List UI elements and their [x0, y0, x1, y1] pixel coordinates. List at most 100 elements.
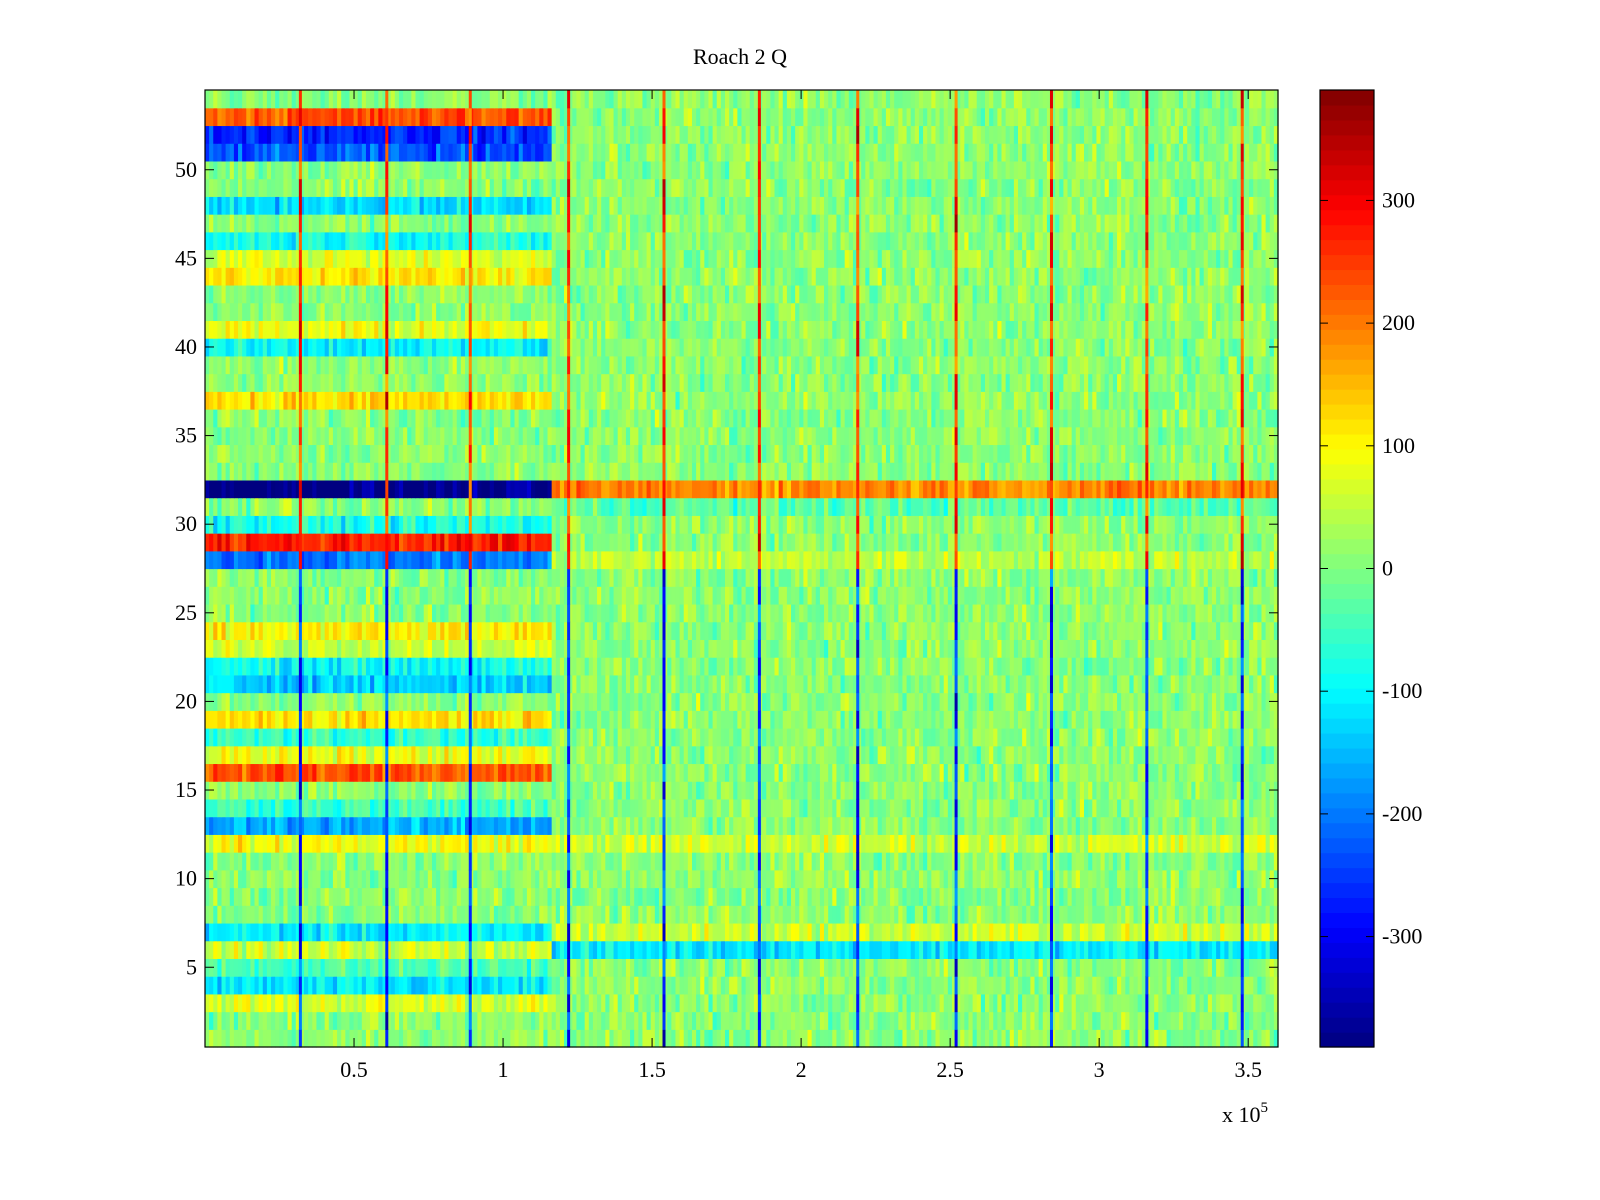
heatmap-cell — [1038, 869, 1044, 889]
heatmap-cell — [1228, 1011, 1234, 1030]
heatmap-cell — [345, 887, 351, 906]
heatmap-cell — [291, 869, 297, 889]
heatmap-cell — [213, 1029, 218, 1048]
heatmap-cell — [1104, 834, 1110, 853]
heatmap-cell — [708, 993, 714, 1013]
heatmap-cell — [1084, 781, 1089, 800]
heatmap-cell — [332, 958, 338, 977]
heatmap-cell — [1112, 763, 1118, 782]
heatmap-cell — [1158, 834, 1164, 853]
heatmap-cell — [531, 710, 536, 729]
heatmap-cell — [394, 940, 400, 959]
heatmap-cell — [398, 1011, 404, 1030]
heatmap-cell — [1183, 869, 1188, 889]
heatmap-cell — [968, 922, 974, 942]
heatmap-cell — [799, 958, 805, 977]
heatmap-cell — [242, 710, 247, 729]
heatmap-cell — [1042, 869, 1048, 889]
heatmap-cell — [675, 781, 681, 800]
heatmap-cell — [213, 692, 218, 711]
heatmap-cell — [1249, 958, 1254, 977]
heatmap-cell — [1067, 834, 1073, 853]
heatmap-cell — [1216, 816, 1221, 835]
heatmap-cell — [1228, 781, 1234, 800]
heatmap-cell — [493, 940, 499, 959]
heatmap-cell — [869, 798, 875, 818]
heatmap-cell — [559, 1029, 565, 1048]
heatmap-cell — [584, 816, 590, 835]
heatmap-cell — [638, 940, 644, 959]
heatmap-cell — [1195, 852, 1201, 871]
heatmap-cell — [378, 852, 384, 871]
heatmap-cell — [1154, 798, 1159, 818]
heatmap-cell — [1117, 993, 1122, 1013]
heatmap-cell — [1236, 816, 1242, 835]
heatmap-cell — [1121, 940, 1126, 959]
heatmap-cell — [287, 976, 293, 995]
heatmap-cell — [597, 728, 602, 747]
heatmap-cell — [1220, 1029, 1225, 1048]
heatmap-cell — [791, 728, 796, 747]
heatmap-cell — [630, 852, 635, 871]
heatmap-cell — [1117, 763, 1122, 782]
heatmap-cell — [547, 710, 553, 729]
heatmap-cell — [386, 710, 392, 729]
heatmap-cell — [1005, 852, 1011, 871]
heatmap-cell — [766, 1011, 771, 1030]
heatmap-cell — [1220, 710, 1225, 729]
heatmap-cell — [526, 922, 532, 942]
heatmap-cell — [328, 905, 334, 924]
heatmap-cell — [1005, 993, 1011, 1013]
heatmap-cell — [1084, 887, 1089, 906]
heatmap-cell — [238, 781, 243, 800]
heatmap-cell — [332, 745, 338, 765]
heatmap-cell — [1178, 816, 1184, 835]
heatmap-cell — [1018, 834, 1023, 853]
heatmap-cell — [1013, 1029, 1019, 1048]
heatmap-cell — [498, 852, 503, 871]
heatmap-cell — [229, 728, 235, 747]
heatmap-cell — [233, 781, 239, 800]
heatmap-cell — [1253, 887, 1258, 906]
heatmap-cell — [724, 852, 730, 871]
heatmap-cell — [522, 940, 528, 959]
heatmap-cell — [221, 869, 227, 889]
heatmap-cell — [1236, 763, 1242, 782]
heatmap-cell — [489, 745, 495, 765]
heatmap-cell — [1022, 781, 1027, 800]
heatmap-cell — [246, 816, 251, 835]
heatmap-cell — [1265, 710, 1271, 729]
heatmap-cell — [737, 763, 743, 782]
heatmap-cell — [968, 728, 974, 747]
heatmap-cell — [275, 745, 280, 765]
heatmap-cell — [877, 745, 883, 765]
heatmap-cell — [956, 763, 961, 782]
heatmap-cell — [935, 993, 941, 1013]
heatmap-cell — [233, 869, 239, 889]
heatmap-cell — [386, 1029, 392, 1048]
heatmap-cell — [819, 710, 825, 729]
heatmap-cell — [1191, 1029, 1197, 1048]
heatmap-cell — [1261, 1011, 1267, 1030]
heatmap-cell — [328, 692, 334, 711]
heatmap-cell — [460, 976, 466, 995]
heatmap-cell — [506, 852, 511, 871]
heatmap-cell — [918, 763, 924, 782]
heatmap-cell — [791, 993, 796, 1013]
heatmap-cell — [1166, 834, 1172, 853]
heatmap-cell — [242, 958, 247, 977]
heatmap-cell — [221, 976, 227, 995]
heatmap-cell — [287, 887, 293, 906]
heatmap-cell — [374, 976, 379, 995]
heatmap-cell — [308, 781, 313, 800]
heatmap-cell — [328, 869, 334, 889]
heatmap-cell — [1059, 745, 1064, 765]
heatmap-cell — [1207, 958, 1213, 977]
heatmap-cell — [683, 887, 689, 906]
heatmap-cell — [1013, 834, 1019, 853]
heatmap-cell — [927, 728, 932, 747]
heatmap-cell — [431, 745, 437, 765]
heatmap-cell — [951, 834, 957, 853]
heatmap-cell — [205, 905, 210, 924]
heatmap-cell — [1121, 834, 1126, 853]
